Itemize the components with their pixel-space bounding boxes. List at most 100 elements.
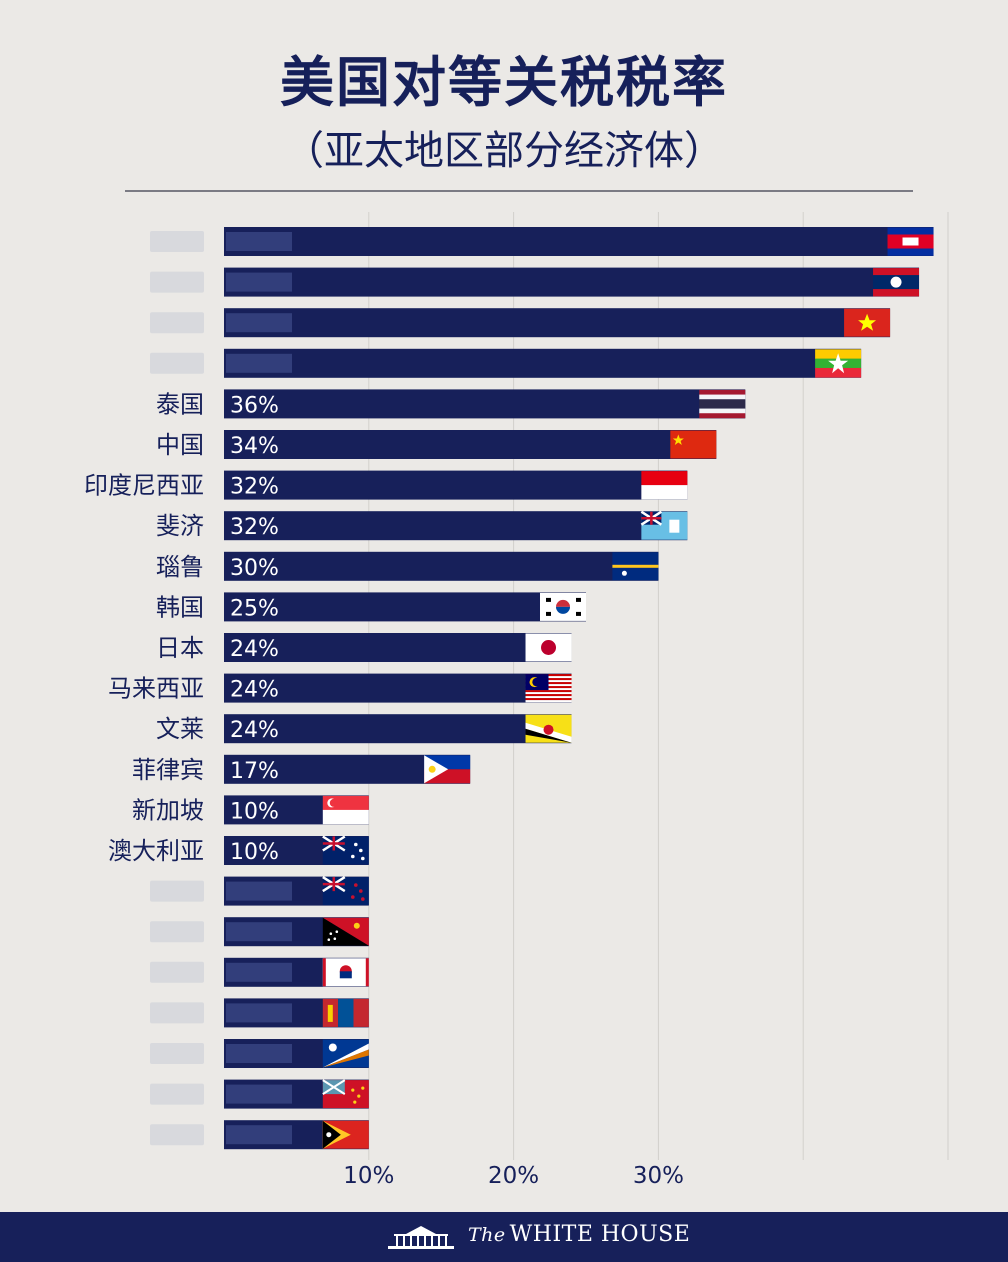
footer-bar: The WHITE HOUSE: [0, 1212, 1008, 1262]
new-zealand-flag-icon: [322, 876, 369, 906]
bar-row: [150, 1079, 369, 1109]
value-label: 10%: [230, 799, 279, 824]
bar-row: 马来西亚 24%: [108, 673, 572, 703]
marshall-islands-flag-icon: [322, 1039, 369, 1068]
bar-row: [150, 998, 369, 1028]
bar-row: 斐济 32%: [156, 510, 688, 541]
bar-row: [150, 348, 862, 378]
bar: [224, 511, 688, 541]
bar-row: [150, 876, 369, 906]
value-label: 32%: [230, 515, 279, 540]
bar: [224, 592, 586, 622]
bar-row: [150, 267, 920, 297]
bar: [224, 633, 572, 662]
blurred-value-label: [226, 353, 292, 373]
bar-row: [150, 917, 369, 947]
blurred-value-label: [226, 881, 292, 901]
country-label: 印度尼西亚: [84, 472, 204, 500]
bar: [224, 673, 572, 703]
blurred-value-label: [226, 1003, 292, 1023]
country-label: 斐济: [156, 512, 204, 540]
country-label: 新加坡: [132, 796, 204, 824]
bar: [224, 348, 862, 378]
blurred-value-label: [226, 1084, 292, 1104]
bar-row: 新加坡 10%: [132, 795, 369, 825]
blurred-country-label: [150, 352, 204, 374]
bar-row: 泰国 36%: [156, 389, 746, 419]
blurred-value-label: [226, 962, 292, 982]
cambodia-flag-icon: [887, 227, 934, 256]
value-label: 32%: [230, 475, 279, 500]
nauru-flag-icon: [612, 552, 659, 581]
blurred-value-label: [226, 1125, 292, 1145]
vietnam-flag-icon: [844, 308, 891, 337]
australia-flag-icon: [322, 835, 369, 865]
blurred-country-label: [150, 271, 204, 293]
bar: [224, 714, 572, 744]
timor-leste-flag-icon: [322, 1120, 369, 1149]
bar-row: 印度尼西亚 32%: [84, 470, 688, 500]
blurred-value-label: [226, 1044, 292, 1063]
japan-flag-icon: [525, 633, 572, 662]
white-house-wordmark: The WHITE HOUSE: [468, 1222, 690, 1247]
country-label: 日本: [156, 634, 204, 662]
blurred-country-label: [150, 880, 204, 902]
value-label: 34%: [230, 434, 279, 459]
value-label: 24%: [230, 678, 279, 703]
bar: [224, 308, 891, 338]
value-label: 36%: [230, 393, 279, 418]
bar: [224, 267, 920, 297]
laos-flag-icon: [873, 268, 920, 297]
value-label: 25%: [230, 596, 279, 621]
blurred-value-label: [226, 313, 292, 333]
value-label: 30%: [230, 556, 279, 581]
country-label: 韩国: [156, 593, 204, 621]
malaysia-flag-icon: [525, 674, 572, 703]
bar-row: [150, 1039, 369, 1068]
bar-row: 日本 24%: [156, 633, 572, 662]
wordmark-name: WHITE HOUSE: [509, 1222, 691, 1247]
bar-row: 韩国 25%: [156, 592, 586, 622]
samoa-flag-icon: [322, 958, 369, 987]
country-label: 文莱: [156, 715, 204, 743]
bar-row: [150, 1120, 369, 1150]
bar: [224, 551, 659, 581]
fiji-flag-icon: [640, 510, 688, 540]
bar-row: 文莱 24%: [156, 714, 572, 744]
south-korea-flag-icon: [540, 592, 586, 621]
blurred-value-label: [226, 922, 292, 942]
country-label: 瑙鲁: [156, 553, 204, 581]
x-tick-label: 20%: [488, 1163, 539, 1189]
value-label: 24%: [230, 718, 279, 743]
brunei-flag-icon: [525, 714, 572, 743]
blurred-country-label: [150, 961, 204, 983]
mongolia-flag-icon: [322, 998, 369, 1027]
philippines-flag-icon: [424, 755, 471, 784]
blurred-country-label: [150, 1083, 204, 1105]
bar: [224, 470, 688, 500]
value-label: 10%: [230, 840, 279, 865]
bar-row: [150, 957, 369, 987]
bar-row: 菲律宾 17%: [132, 754, 471, 784]
value-label: 17%: [230, 759, 279, 784]
bar: [224, 430, 717, 459]
x-tick-label: 30%: [633, 1163, 684, 1189]
bar-row: 瑙鲁 30%: [156, 551, 659, 581]
blurred-country-label: [150, 921, 204, 943]
blurred-country-label: [150, 231, 204, 252]
country-label: 菲律宾: [132, 756, 204, 784]
blurred-country-label: [150, 1124, 204, 1146]
blurred-value-label: [226, 232, 292, 251]
tuvalu-flag-icon: [322, 1079, 369, 1109]
blurred-country-label: [150, 1002, 204, 1024]
title-divider: [125, 190, 913, 192]
blurred-value-label: [226, 272, 292, 292]
indonesia-flag-icon: [641, 471, 688, 500]
bar: [224, 389, 746, 419]
chart-title: 美国对等关税税率: [280, 51, 728, 114]
bar-row: [150, 227, 934, 256]
country-label: 中国: [156, 431, 204, 459]
x-tick-label: 10%: [343, 1163, 394, 1189]
tariff-bar-chart: 10% 20% 30% 泰国 36% 中国 34% 印度尼西亚 32% 斐济 32% 瑙鲁 30% 韩国 2…: [84, 212, 949, 1189]
blurred-country-label: [150, 312, 204, 334]
